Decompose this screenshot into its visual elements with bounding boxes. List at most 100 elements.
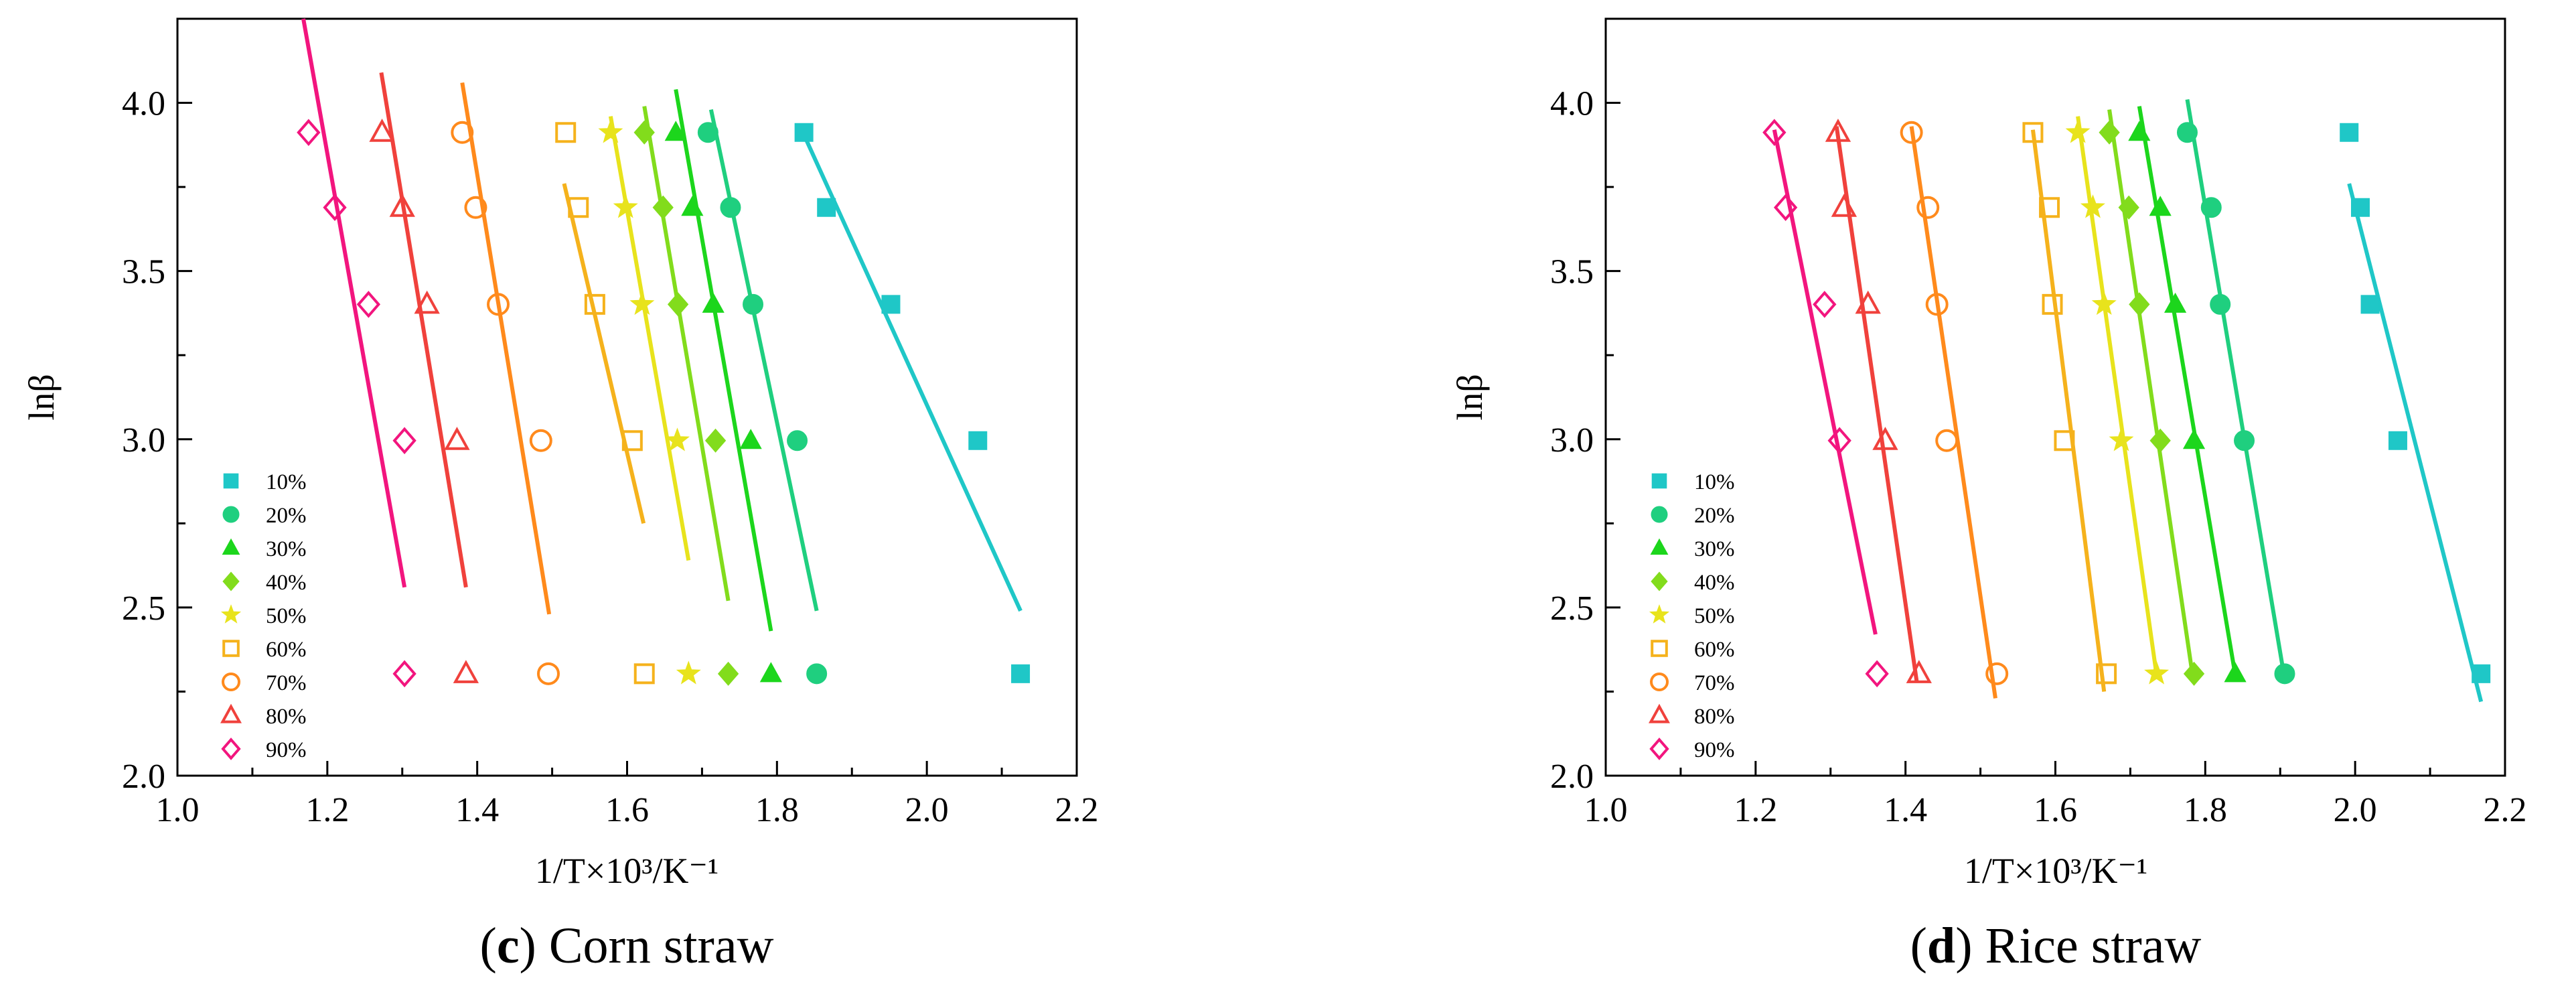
legend-label: 40%: [1694, 571, 1735, 595]
data-point-70pct: [464, 196, 487, 219]
data-point-70pct: [529, 429, 552, 452]
fit-line-40pct: [642, 106, 731, 602]
legend-marker: [1649, 604, 1670, 624]
data-point-60pct: [2039, 197, 2060, 218]
panel-caption: (c) Corn straw: [480, 918, 774, 974]
x-axis-title: 1/T×10³/K⁻¹: [1964, 851, 2147, 891]
legend: 10% 20% 30% 40% 50% 60% 70% 80% 90%: [1649, 470, 1735, 762]
data-point-70pct: [1925, 293, 1949, 316]
fit-line-10pct: [801, 132, 1022, 612]
legend-label: 30%: [1694, 537, 1735, 561]
x-tick-label: 1.6: [2034, 791, 2077, 829]
fit-line-70pct: [1909, 126, 1997, 699]
data-point-60pct: [2042, 293, 2063, 315]
fit-line-60pct: [2030, 129, 2107, 692]
x-axis-ticks: 1.0 1.2 1.4 1.6 1.8 2.0 2.2: [1584, 761, 2527, 829]
data-point-70pct: [1935, 429, 1959, 452]
legend-marker: [1650, 673, 1669, 691]
x-tick-label: 2.2: [1055, 791, 1099, 829]
fit-line-10pct: [2347, 183, 2484, 703]
data-point-90pct: [297, 119, 321, 147]
data-point-10pct: [2472, 664, 2491, 683]
x-tick-label: 1.0: [1584, 791, 1628, 829]
data-point-20pct: [2234, 430, 2255, 451]
legend-label: 80%: [266, 705, 307, 729]
data-point-10pct: [881, 295, 901, 314]
data-point-40pct: [2099, 120, 2120, 145]
data-point-40pct: [704, 428, 727, 453]
y-tick-label: 2.5: [1550, 589, 1594, 628]
data-point-70pct: [536, 662, 560, 685]
legend-marker: [223, 473, 239, 489]
plot-frame: [176, 17, 1078, 777]
data-point-30pct: [2224, 662, 2247, 683]
chart-panel-corn-straw: 1.0 1.2 1.4 1.6 1.8 2.0 2.2 2.0 2.5 3.0 3.5 4.0 10…: [21, 17, 1099, 974]
data-point-80pct: [1825, 119, 1851, 142]
data-markers: [297, 119, 1031, 688]
x-tick-label: 1.4: [1884, 791, 1927, 829]
fit-line-30pct: [674, 88, 773, 632]
data-point-80pct: [1831, 194, 1858, 217]
y-tick-label: 3.5: [122, 253, 165, 291]
legend-marker: [222, 506, 240, 523]
data-point-90pct: [392, 427, 416, 455]
fit-line-20pct: [708, 109, 819, 612]
legend-label: 90%: [1694, 738, 1735, 762]
data-point-50pct: [2091, 291, 2117, 315]
data-point-50pct: [598, 119, 623, 143]
y-axis-ticks: 2.0 2.5 3.0 3.5 4.0: [1550, 17, 1620, 796]
fit-line-20pct: [2185, 99, 2286, 675]
fit-line-90pct: [301, 18, 407, 588]
data-point-80pct: [1872, 427, 1898, 450]
legend-label: 90%: [266, 738, 307, 762]
legend-label: 10%: [1694, 470, 1735, 494]
data-point-60pct: [633, 663, 655, 685]
x-tick-label: 1.0: [156, 791, 200, 829]
data-point-40pct: [633, 120, 655, 145]
plot-frame: [1604, 17, 2506, 777]
data-point-20pct: [787, 430, 808, 451]
data-point-10pct: [2351, 198, 2370, 217]
data-point-50pct: [2080, 194, 2105, 218]
data-point-90pct: [1762, 119, 1787, 147]
data-point-30pct: [702, 292, 725, 313]
legend-marker: [220, 604, 242, 624]
y-tick-label: 2.5: [122, 589, 165, 628]
data-point-20pct: [806, 663, 828, 685]
data-point-50pct: [2144, 660, 2170, 685]
y-tick-label: 3.0: [122, 421, 165, 460]
data-point-40pct: [652, 195, 674, 220]
data-point-70pct: [1985, 662, 2009, 685]
caption-letter: d: [1927, 918, 1955, 974]
chart-panel-rice-straw: 1.0 1.2 1.4 1.6 1.8 2.0 2.2 2.0 2.5 3.0 3.5 4.0 10…: [1450, 17, 2527, 974]
x-tick-label: 1.6: [605, 791, 649, 829]
panel-caption: (d) Rice straw: [1910, 918, 2202, 974]
legend-label: 60%: [266, 638, 307, 662]
legend-marker: [1651, 571, 1668, 591]
legend-label: 50%: [266, 604, 307, 628]
data-point-30pct: [739, 429, 762, 449]
x-tick-label: 1.2: [305, 791, 349, 829]
data-point-80pct: [444, 427, 470, 450]
data-point-30pct: [2149, 196, 2172, 216]
data-point-60pct: [2096, 663, 2117, 685]
legend-marker: [222, 640, 240, 657]
data-point-90pct: [356, 291, 381, 318]
data-point-40pct: [2149, 428, 2171, 453]
fit-lines: [1772, 99, 2484, 703]
data-point-90pct: [1827, 427, 1851, 455]
legend-marker: [221, 737, 241, 760]
data-point-50pct: [676, 660, 701, 685]
data-point-40pct: [2183, 661, 2205, 686]
legend-marker: [1651, 473, 1667, 489]
y-tick-label: 3.5: [1550, 253, 1594, 291]
fit-line-30pct: [2137, 106, 2238, 675]
data-point-20pct: [2274, 663, 2295, 685]
caption-letter: c: [497, 918, 520, 974]
data-point-10pct: [1011, 664, 1031, 683]
x-tick-label: 1.2: [1734, 791, 1777, 829]
data-point-80pct: [414, 290, 440, 314]
data-point-30pct: [759, 662, 782, 683]
data-point-60pct: [555, 122, 577, 143]
